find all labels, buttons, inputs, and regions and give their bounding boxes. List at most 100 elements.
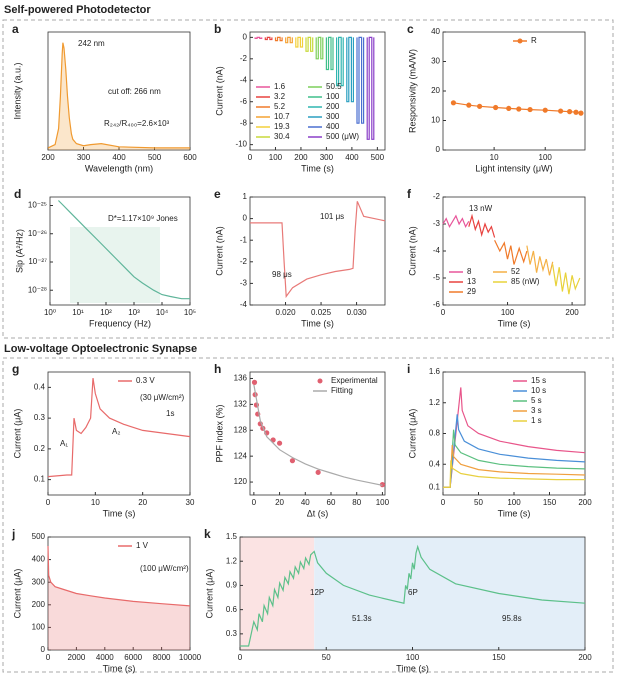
line [443,460,585,488]
y-tick-label: -3 [433,219,441,228]
x-tick-label: 4000 [96,653,114,662]
y-tick-label: 0 [41,645,46,654]
line [295,36,304,48]
y-axis-label: Current (nA) [407,226,417,276]
marker [516,106,522,112]
y-tick-label: 1.6 [429,367,441,376]
y-tick-label: -5 [433,273,441,282]
y-tick-label: 0.6 [226,605,238,614]
x-tick-label: 100 [376,498,390,507]
line [356,36,365,124]
y-tick-label: 0.1 [429,482,441,491]
y-tick-label: 10⁻²⁷ [28,257,47,266]
x-tick-label: 10⁵ [184,308,196,317]
line [305,36,314,52]
x-tick-label: 6000 [124,653,142,662]
y-tick-label: 0 [436,145,441,154]
legend-label: 3 s [531,406,542,415]
x-axis-label: Time (s) [396,663,429,673]
panel-label: i [407,362,410,376]
x-tick-label: 100 [539,153,553,162]
marker [527,106,533,113]
y-tick-label: 500 [32,532,46,541]
y-tick-label: 300 [32,577,46,586]
y-axis-label: Responsivity (mA/W) [407,49,417,133]
section-title: Low-voltage Optoelectronic Synapse [4,343,197,355]
panel-label: a [12,22,19,36]
legend-label: 5 s [531,396,542,405]
x-tick-label: 0 [238,653,243,662]
x-tick-label: 10² [100,308,112,317]
section-box [2,19,614,339]
x-tick-label: 10³ [128,308,140,317]
legend-label: 15 s [531,376,546,385]
annotation: 1s [166,409,174,418]
line [253,384,383,486]
line [552,264,581,295]
line [240,544,586,647]
panel-label: g [12,362,19,376]
line [47,42,190,149]
x-tick-label: 200 [578,653,592,662]
annotation: 12P [310,588,324,597]
line [47,378,191,478]
legend-label: 19.3 [274,122,290,131]
y-tick-label: -1 [240,235,248,244]
y-tick-label: 1.2 [226,556,238,565]
legend-label: 13 [467,277,476,286]
y-axis-label: Current (nA) [214,66,224,116]
y-tick-label: 40 [431,27,440,36]
annotation: R₂₄₂/R₄₀₀=2.6×10³ [104,119,170,128]
x-tick-label: 150 [492,653,506,662]
legend-label: 52 [511,267,520,276]
x-tick-label: 200 [565,308,579,317]
line [47,545,191,607]
marker [450,100,457,106]
x-tick-label: 8000 [153,653,171,662]
x-axis-label: Wavelength (nm) [85,163,153,173]
plot-frame [442,196,586,306]
legend-label: 200 [326,102,340,111]
x-tick-label: 10 [91,498,100,507]
legend-label: Experimental [331,376,378,385]
panel-label: j [11,527,15,541]
y-tick-label: -4 [433,246,441,255]
y-tick-label: 10⁻²⁸ [28,285,47,294]
marker [379,482,386,488]
line [57,200,190,300]
x-tick-label: 20 [138,498,147,507]
legend-label: 400 [326,122,340,131]
marker [493,104,499,111]
line [264,36,273,41]
y-tick-label: -6 [240,97,248,106]
x-tick-label: 100 [507,498,521,507]
annotation: cut off: 266 nm [108,87,161,96]
y-tick-label: 120 [234,477,248,486]
y-tick-label: -2 [433,192,441,201]
annotation: (30 μW/cm²) [140,393,184,402]
line [442,214,470,229]
y-tick-label: -4 [240,300,248,309]
y-tick-label: 0 [243,214,248,223]
y-tick-label: 0.3 [34,413,46,422]
plot-frame [442,31,586,151]
line [366,36,375,140]
y-axis-label: Current (μA) [12,409,22,459]
x-tick-label: 200 [41,153,55,162]
panel-label: k [204,527,211,541]
y-tick-label: 0.8 [429,429,441,438]
y-tick-label: 1 [243,192,248,201]
legend-label: 8 [467,267,472,276]
panel-label: c [407,22,414,36]
y-tick-label: 1.2 [429,398,441,407]
y-tick-label: 100 [32,623,46,632]
y-tick-label: 128 [234,425,248,434]
x-tick-label: 0.030 [347,308,368,317]
panel-label: d [14,187,21,201]
y-tick-label: -8 [240,118,248,127]
x-axis-label: Light intensity (μW) [475,163,552,173]
shade [314,537,585,650]
line [443,414,586,488]
marker [466,102,472,108]
